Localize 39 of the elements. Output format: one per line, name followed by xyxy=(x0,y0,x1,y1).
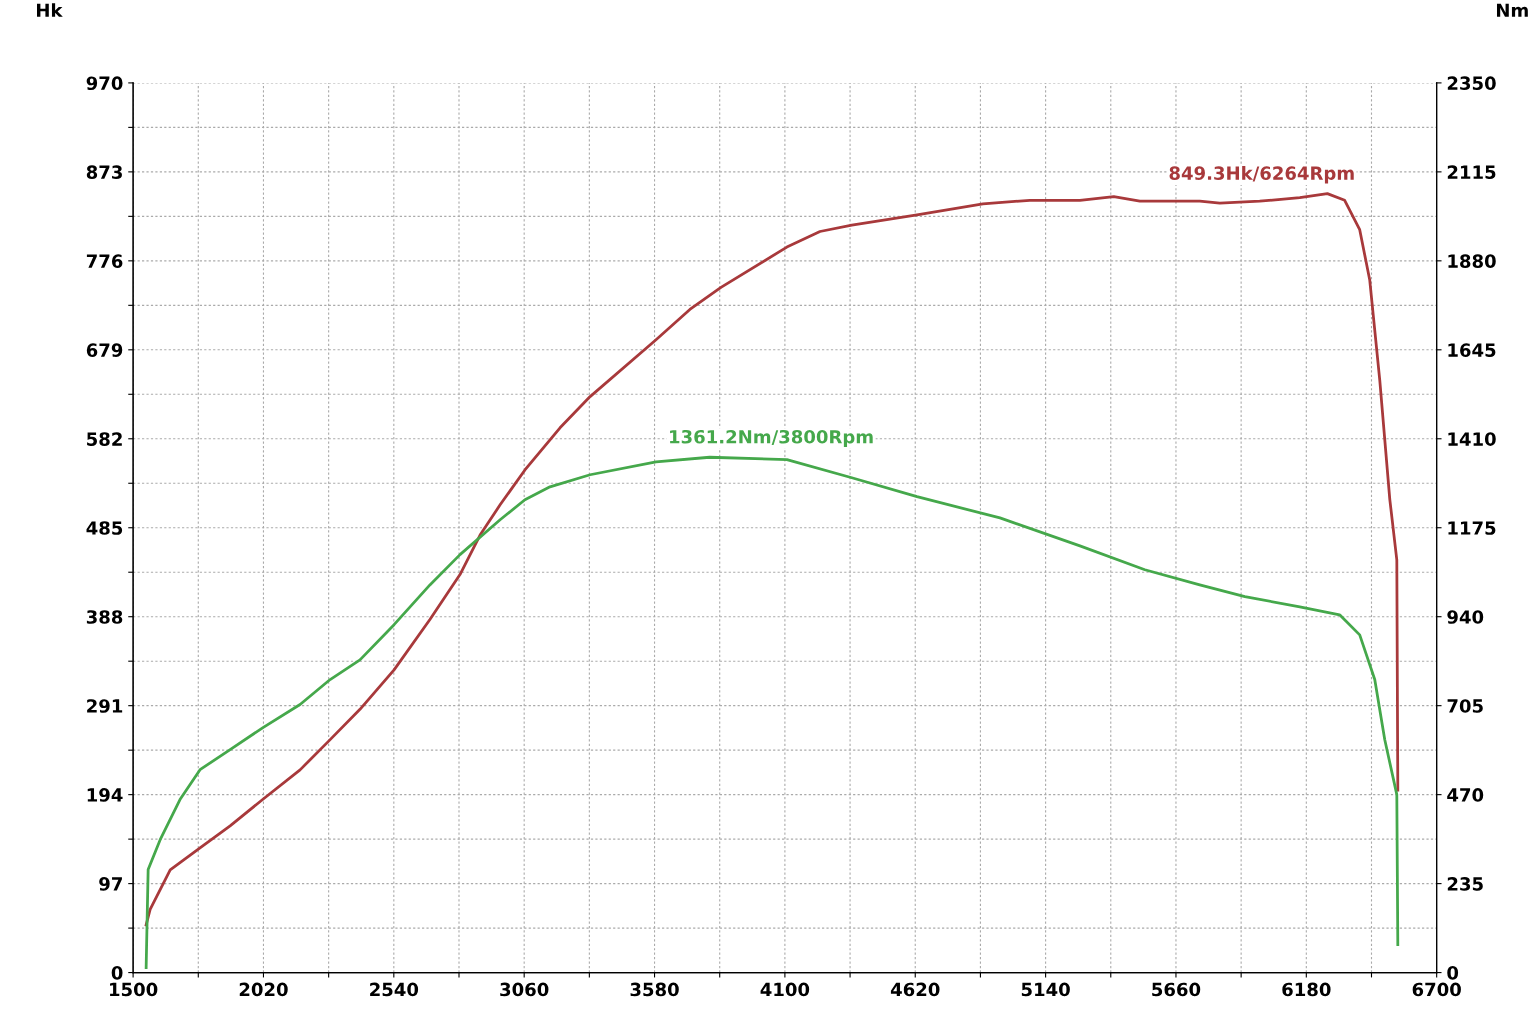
y-tick-label: 485 xyxy=(86,521,123,535)
y-tick-label: 388 xyxy=(86,610,123,624)
y-tick-label: 679 xyxy=(86,343,123,357)
x-tick-label: 4620 xyxy=(890,982,940,997)
line-series xyxy=(144,455,1400,970)
y-tick-label: 97 xyxy=(99,877,122,891)
y2-tick-label: 2115 xyxy=(1447,165,1496,179)
x-tick-label: 4100 xyxy=(760,982,810,997)
y-tick-label: 776 xyxy=(86,254,123,268)
x-tick-label: 2540 xyxy=(370,982,419,997)
y2-tick-label: 1410 xyxy=(1448,432,1496,446)
line-series xyxy=(144,192,1400,927)
y2-tick-label: 470 xyxy=(1447,788,1484,802)
y2-tick-label: 1880 xyxy=(1448,254,1496,268)
annotation: 849.3Hk/6264Rpm xyxy=(1169,166,1354,184)
x-tick-label: 3580 xyxy=(630,982,679,997)
y2-tick-label: 1175 xyxy=(1448,521,1496,535)
y2-tick-label: 2350 xyxy=(1447,76,1496,91)
y-tick-label: 873 xyxy=(86,165,122,179)
y-tick-label: 582 xyxy=(87,432,122,446)
y2-tick-label: 1645 xyxy=(1448,343,1496,357)
y2-tick-label: 940 xyxy=(1447,610,1484,624)
y2-axis-title: Nm xyxy=(1496,3,1528,17)
y2-tick-label: 705 xyxy=(1447,699,1483,713)
x-tick-label: 6700 xyxy=(1412,982,1461,997)
x-tick-label: 6180 xyxy=(1282,982,1331,997)
y-axis-title: Hk xyxy=(37,3,63,17)
y-tick-label: 0 xyxy=(111,966,123,980)
annotation: 1361.2Nm/3800Rpm xyxy=(670,429,873,448)
x-tick-label: 2020 xyxy=(239,982,288,997)
x-tick-label: 5660 xyxy=(1152,982,1201,997)
y-tick-label: 194 xyxy=(87,788,123,802)
x-tick-label: 3060 xyxy=(500,982,549,997)
x-tick-label: 5140 xyxy=(1021,982,1070,997)
y2-tick-label: 0 xyxy=(1447,966,1459,980)
y2-tick-label: 235 xyxy=(1447,877,1483,891)
x-tick-label: 1500 xyxy=(110,982,158,997)
y-tick-label: 970 xyxy=(86,76,123,91)
y-tick-label: 291 xyxy=(87,699,123,713)
